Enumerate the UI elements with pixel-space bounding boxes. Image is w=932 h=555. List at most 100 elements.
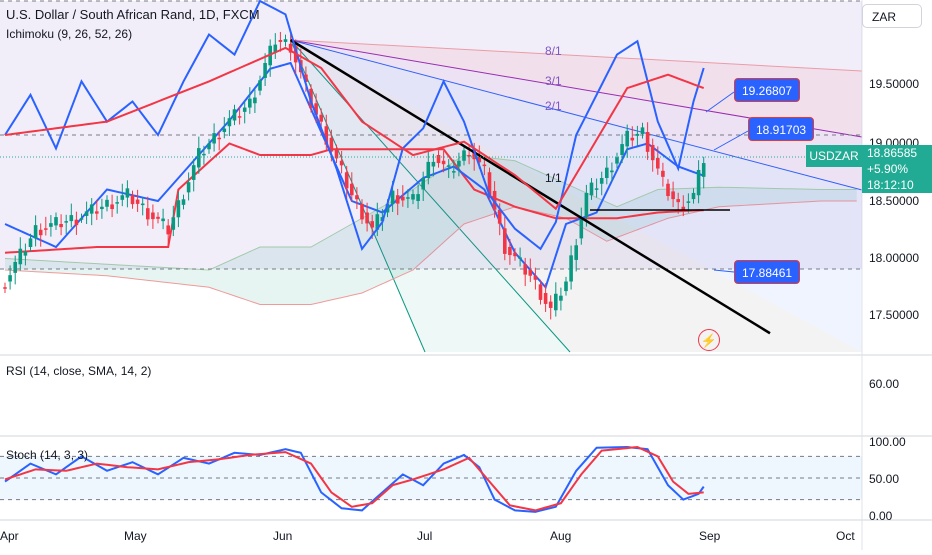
candle-body [605, 167, 609, 178]
candle-body [232, 109, 237, 121]
candle-body [676, 199, 680, 203]
callout-mid[interactable]: 18.91703 [748, 117, 815, 141]
fan-label-8-1: 8/1 [545, 44, 562, 58]
candle-body [146, 208, 150, 220]
candle-body [227, 118, 232, 127]
candle-body [89, 204, 94, 214]
candle-body [630, 137, 635, 141]
candle-body [13, 261, 17, 273]
candle-body [212, 133, 216, 144]
candle-body [518, 257, 522, 259]
candle-body [610, 170, 614, 173]
symbol-price-tag: USDZAR [806, 145, 862, 167]
candle-body [79, 218, 84, 220]
fan-line-8-1 [290, 39, 863, 72]
callout-upper[interactable]: 19.26807 [734, 78, 801, 102]
candle-body [222, 128, 227, 132]
time-label: May [124, 529, 147, 543]
callout-lower[interactable]: 17.88461 [734, 260, 801, 284]
candle-body [620, 144, 624, 155]
candle-body [406, 197, 410, 199]
candle-body [74, 219, 79, 226]
candle-body [503, 228, 507, 254]
stoch-tick: 100.00 [869, 435, 906, 449]
candle-body [130, 195, 135, 205]
candle-body [135, 199, 140, 204]
candle-body [375, 214, 380, 230]
candle-body [263, 63, 267, 78]
fan-label-1-1: 1/1 [545, 171, 562, 185]
rsi-band [0, 1, 862, 269]
candle-body [120, 195, 125, 200]
candle-body [64, 221, 68, 223]
candle-body [304, 74, 308, 82]
candle-body [319, 114, 323, 122]
candle-body [477, 156, 482, 163]
candle-body [334, 149, 339, 159]
candle-body [416, 194, 420, 201]
candle-body [181, 199, 186, 205]
price-tick: 17.50000 [869, 308, 920, 322]
candle-body [151, 212, 155, 220]
candle-body [23, 251, 28, 256]
candle-body [574, 245, 578, 260]
candle-body [283, 39, 288, 42]
candle-body [554, 293, 558, 311]
candle-body [656, 157, 660, 169]
fan-label-3-1: 3/1 [545, 74, 562, 88]
candle-body [411, 194, 415, 200]
fan-line-2-1 [290, 39, 863, 191]
price-tick: 19.50000 [869, 77, 920, 91]
time-label: Apr [0, 529, 19, 543]
fan-zone-lower [290, 40, 863, 352]
time-label: Oct [836, 529, 855, 543]
candle-body [176, 200, 181, 218]
candle-body [344, 172, 349, 189]
candle-body [661, 170, 665, 177]
candle-body [696, 169, 701, 196]
rsi-tick: 60.00 [869, 377, 900, 391]
stoch-label[interactable]: Stoch (14, 3, 3) [6, 448, 89, 462]
candle-body [497, 209, 502, 224]
candle-body [140, 203, 145, 206]
rsi-label[interactable]: RSI (14, close, SMA, 14, 2) [6, 364, 152, 378]
time-label: Sep [699, 529, 721, 543]
candle-body [191, 165, 196, 180]
candle-body [370, 221, 374, 228]
candle-body [492, 190, 497, 210]
candle-body [594, 188, 599, 190]
candle-body [528, 270, 533, 276]
candle-body [640, 127, 645, 134]
candle-body [691, 192, 696, 200]
stoch-tick: 50.00 [869, 472, 900, 486]
candle-body [18, 248, 23, 265]
candle-body [385, 203, 390, 213]
candle-body [559, 295, 563, 301]
last-price: 18.86585 [867, 146, 918, 160]
fan-zone-gray [290, 40, 863, 352]
candle-body [589, 182, 594, 196]
candle-body [390, 190, 395, 204]
price-tick: 18.00000 [869, 251, 920, 265]
candle-body [339, 160, 344, 166]
candle-body [671, 191, 675, 200]
candle-body [242, 107, 247, 112]
candle-body [258, 80, 262, 91]
currency-button[interactable]: ZAR [862, 4, 922, 28]
candle-body [513, 252, 517, 257]
candle-body [635, 133, 640, 136]
candle-body [650, 144, 655, 161]
candle-body [329, 137, 334, 152]
bar-countdown: 18:12:10 [867, 178, 914, 192]
candle-body [472, 149, 476, 160]
candle-body [681, 206, 686, 210]
candle-body [360, 203, 364, 220]
candle-body [314, 103, 318, 115]
ichimoku-label[interactable]: Ichimoku (9, 26, 52, 26) [6, 27, 133, 41]
candle-body [482, 164, 487, 167]
time-label: Aug [550, 529, 572, 543]
candle-body [645, 132, 650, 152]
lightning-icon[interactable]: ⚡ [698, 329, 720, 351]
